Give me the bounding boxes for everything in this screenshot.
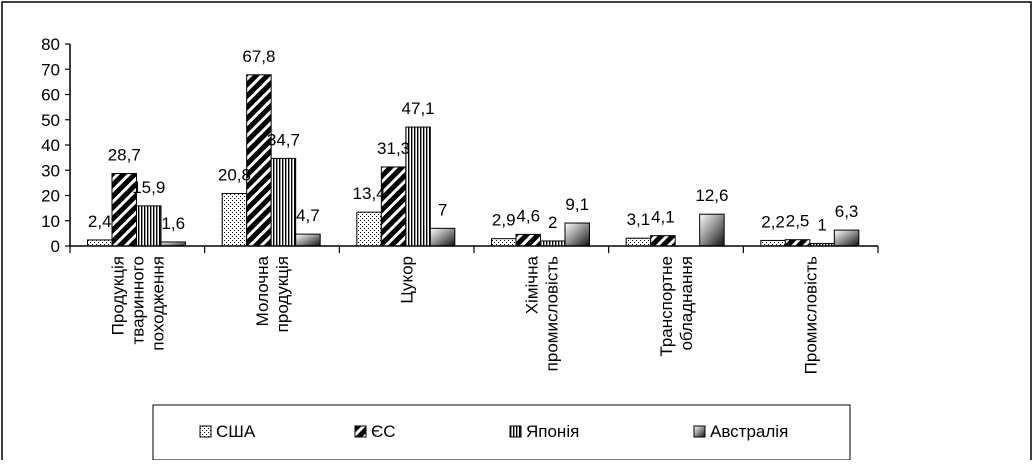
legend-label: Австралія	[710, 422, 788, 441]
legend-label: США	[216, 422, 256, 441]
bar	[221, 192, 248, 247]
bar	[380, 166, 407, 247]
bar	[136, 205, 162, 247]
bar-value-label: 47,1	[402, 99, 435, 118]
bar	[564, 222, 590, 247]
bar	[650, 235, 676, 247]
legend-swatch	[509, 425, 522, 438]
bar-value-label: 31,3	[377, 139, 410, 158]
x-category-label: промисловість	[542, 256, 561, 371]
bar-value-label: 67,8	[242, 47, 275, 66]
bar-value-label: 4,6	[516, 206, 540, 225]
bar	[111, 173, 137, 247]
bar	[833, 229, 860, 247]
bar-value-label: 13,4	[353, 184, 386, 203]
bar	[515, 233, 541, 247]
bar-value-label: 7	[438, 200, 447, 219]
bar-value-label: 2,9	[492, 211, 516, 230]
legend-frame	[152, 404, 851, 461]
x-axis: Продукція тваринного походження Молочна прод…	[69, 245, 879, 374]
legend-label: ЄС	[371, 422, 396, 441]
legend-swatch	[354, 425, 367, 438]
bar-value-label: 2,5	[786, 212, 810, 231]
x-category-label: походження	[148, 256, 167, 351]
x-category-label: Продукція	[108, 256, 127, 335]
bar	[491, 238, 517, 247]
bar-value-label: 2,2	[761, 212, 785, 231]
y-tick-label: 30	[41, 161, 60, 180]
x-category-label: Промисловість	[802, 256, 821, 374]
bar	[270, 157, 297, 247]
bar	[87, 239, 113, 247]
bars-group	[87, 74, 860, 247]
bar-value-label: 6,3	[835, 202, 859, 221]
y-tick-label: 0	[51, 237, 60, 256]
bar-value-label: 34,7	[267, 130, 300, 149]
bar-value-label: 2	[548, 213, 557, 232]
x-category-label: Цукор	[398, 256, 417, 304]
bar	[246, 74, 272, 247]
bar-value-label: 4,7	[296, 206, 320, 225]
bar	[760, 239, 786, 247]
bar	[295, 233, 321, 247]
bar-value-label: 12,6	[695, 186, 728, 205]
x-category-label: тваринного	[128, 256, 147, 345]
bar	[405, 126, 431, 247]
bar	[429, 227, 456, 247]
bar-value-label: 15,9	[132, 178, 165, 197]
x-category-label: обладнання	[677, 256, 696, 351]
legend: США ЄС Японія Австралія	[152, 404, 851, 461]
x-category-label: Молочна	[253, 255, 272, 326]
bar-value-label: 1,6	[161, 214, 185, 233]
legend-swatch	[693, 425, 706, 438]
y-tick-label: 70	[41, 60, 60, 79]
bar-value-label: 20,8	[218, 165, 251, 184]
y-tick-label: 40	[41, 136, 60, 155]
bar-value-label: 1	[817, 215, 826, 234]
value-labels-group: 2,4 20,8 13,4 2,9 3,1 2,2 28,7 67,8 31,3 4,6 4,1 2,…	[88, 47, 858, 235]
bar	[540, 240, 566, 247]
bar-value-label: 9,1	[565, 195, 589, 214]
x-category-label: продукція	[273, 256, 292, 332]
bar	[356, 211, 382, 247]
x-category-label: Хімічна	[522, 255, 541, 314]
legend-label: Японія	[526, 422, 579, 441]
y-axis: 0 10 20 30 40 50 60 70 80	[41, 35, 71, 256]
bar-value-label: 28,7	[108, 146, 141, 165]
y-tick-label: 60	[41, 86, 60, 105]
y-tick-label: 10	[41, 212, 60, 231]
bar	[699, 213, 725, 247]
bar-value-label: 2,4	[88, 212, 112, 231]
legend-swatch	[199, 425, 212, 438]
bar-value-label: 3,1	[627, 210, 651, 229]
y-tick-label: 80	[41, 35, 60, 54]
x-category-label: Транспортне	[657, 256, 676, 357]
bar	[625, 237, 652, 247]
y-tick-label: 20	[41, 187, 60, 206]
bar-value-label: 4,1	[651, 208, 675, 227]
y-tick-label: 50	[41, 111, 60, 130]
bar	[784, 239, 811, 247]
